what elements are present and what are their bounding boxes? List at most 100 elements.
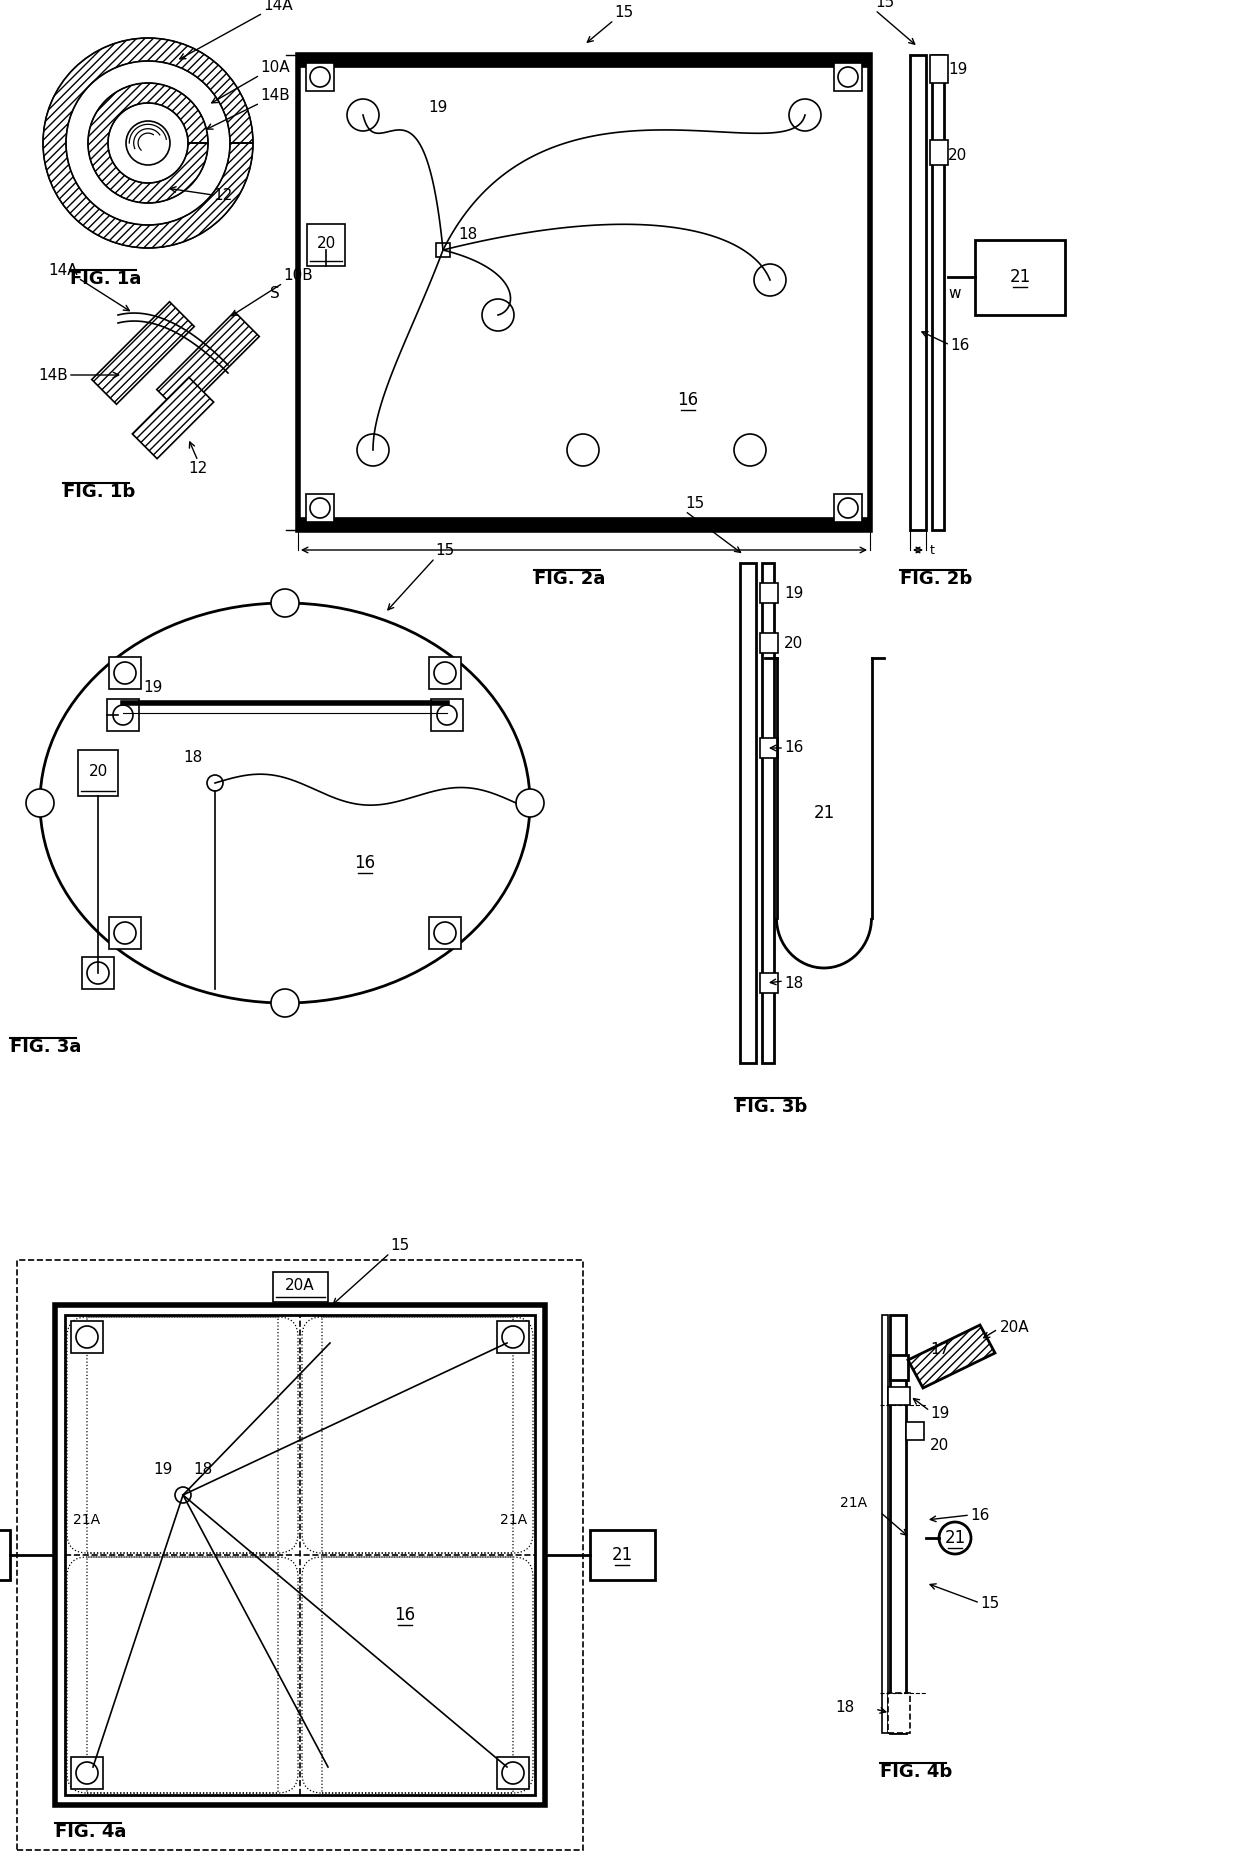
Text: 10B: 10B [283,268,312,283]
Bar [78,751,118,796]
Text: FIG. 4b: FIG. 4b [880,1762,952,1781]
Circle shape [434,922,456,945]
Bar [760,583,777,604]
Text: 21A: 21A [500,1513,527,1528]
Bar [760,633,777,654]
Circle shape [87,961,109,984]
Circle shape [436,704,458,725]
Bar [930,140,949,166]
Circle shape [567,434,599,466]
Text: 16: 16 [677,391,698,410]
Bar [906,1421,924,1440]
Circle shape [502,1762,525,1785]
Text: FIG. 2a: FIG. 2a [534,570,605,589]
Circle shape [207,775,223,792]
Text: w: w [949,285,961,300]
Bar [932,56,944,529]
Text: S: S [270,285,280,300]
Circle shape [272,589,299,617]
Circle shape [114,922,136,945]
Circle shape [939,1522,971,1554]
Polygon shape [908,1325,994,1388]
Bar [590,1530,655,1580]
Text: 20: 20 [316,235,336,250]
Text: 19: 19 [428,99,448,114]
Text: 15: 15 [391,1239,409,1254]
Text: 14A: 14A [48,263,78,278]
Circle shape [76,1326,98,1349]
Text: 19: 19 [949,61,967,76]
Bar [888,1386,910,1405]
Bar [273,1272,327,1302]
Text: 15: 15 [684,496,704,510]
Text: 20: 20 [949,147,967,162]
Text: 21: 21 [1009,268,1030,287]
Bar [109,658,141,689]
Bar [882,1315,888,1733]
Text: 16: 16 [394,1606,415,1625]
Text: 15: 15 [875,0,894,9]
Polygon shape [43,37,253,248]
Text: 18: 18 [193,1462,212,1477]
Text: 19: 19 [154,1462,174,1477]
Text: 14A: 14A [263,0,293,13]
Text: 18: 18 [458,227,477,242]
Bar [109,917,141,948]
Polygon shape [133,378,213,458]
Bar [71,1321,103,1353]
Bar [760,972,777,993]
Text: 18: 18 [784,976,804,991]
Text: 19: 19 [784,585,804,600]
Bar [975,240,1065,315]
Circle shape [734,434,766,466]
Bar [17,1259,583,1850]
Text: 20: 20 [88,764,108,779]
Circle shape [434,661,456,684]
Bar [306,63,334,91]
Text: 21: 21 [611,1546,632,1565]
Circle shape [502,1326,525,1349]
Circle shape [310,67,330,88]
Polygon shape [88,84,208,203]
Circle shape [347,99,379,130]
Text: 14B: 14B [38,367,68,382]
Bar [497,1321,529,1353]
Bar [432,699,463,730]
Bar [760,738,777,758]
Text: 19: 19 [930,1405,950,1420]
Circle shape [789,99,821,130]
Bar [82,958,114,989]
Text: 20A: 20A [999,1319,1029,1334]
Text: 16: 16 [784,740,804,756]
Bar [298,56,870,529]
Text: 16: 16 [355,853,376,872]
Circle shape [272,989,299,1017]
Text: 21: 21 [945,1530,966,1546]
Bar [910,56,926,529]
Circle shape [754,265,786,296]
Text: 14B: 14B [260,88,290,102]
Bar [64,1315,534,1794]
Text: FIG. 1a: FIG. 1a [69,270,141,289]
Bar [436,242,450,257]
Bar [0,1530,10,1580]
Text: 16: 16 [950,337,970,352]
Circle shape [114,661,136,684]
Bar [930,56,949,84]
Text: FIG. 4a: FIG. 4a [55,1824,126,1841]
Bar [740,563,756,1064]
Bar [763,563,774,1064]
Bar [71,1757,103,1788]
Text: 19: 19 [143,680,162,695]
Text: 21: 21 [813,805,835,822]
Circle shape [482,298,515,332]
Text: 10A: 10A [260,60,290,75]
Bar [306,494,334,522]
Text: 15: 15 [614,6,634,20]
Bar [888,1693,910,1733]
Bar [429,658,461,689]
Text: 20: 20 [784,635,804,650]
Text: 17: 17 [930,1343,950,1358]
Text: 21A: 21A [839,1496,867,1511]
Text: FIG. 3a: FIG. 3a [10,1038,82,1056]
